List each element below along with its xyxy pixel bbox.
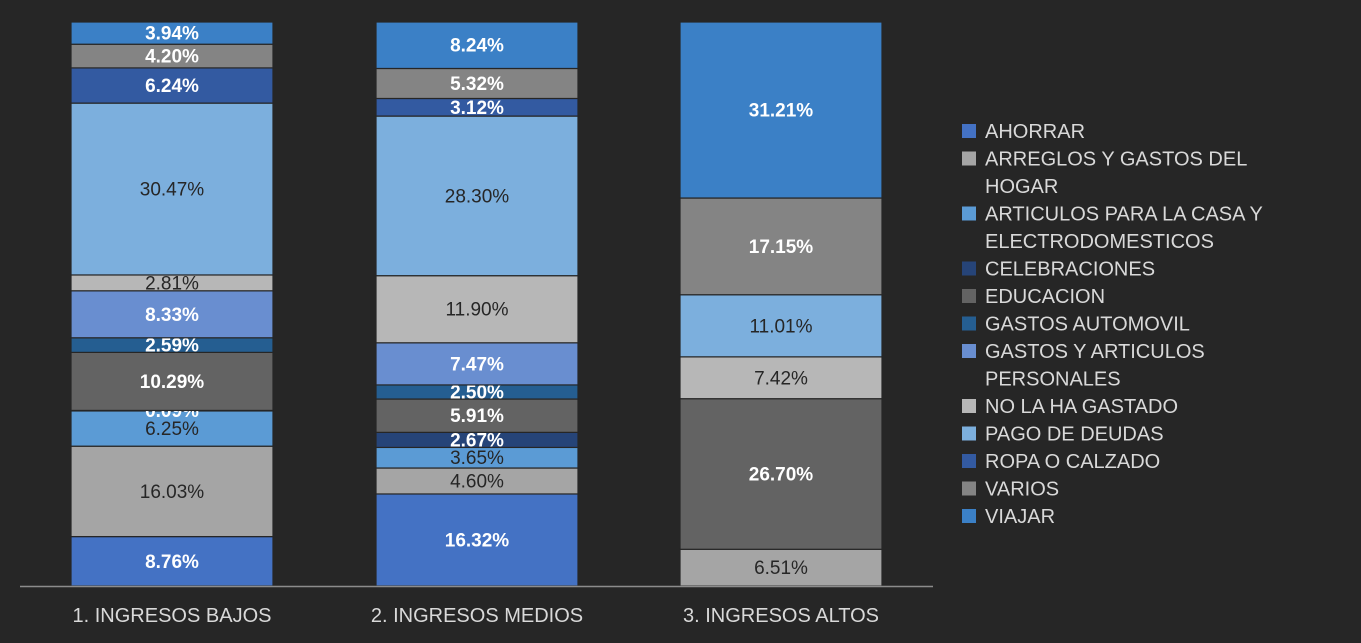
data-label: 3.12% (450, 98, 504, 119)
data-label: 5.91% (450, 406, 504, 427)
legend-item: ROPA O CALZADO (962, 451, 1160, 473)
legend-swatch (962, 124, 976, 138)
data-label: 2.67% (450, 430, 504, 451)
legend-item: CELEBRACIONES (962, 259, 1155, 281)
legend-swatch (962, 426, 976, 441)
bar-segment (375, 398, 579, 433)
bar-segment (679, 356, 883, 400)
bar-segment (679, 21, 883, 199)
bar-segment (679, 294, 883, 358)
legend-label: ARREGLOS Y GASTOS DEL HOGAR (985, 149, 1247, 199)
legend-swatch (962, 399, 976, 413)
data-label: 11.90% (445, 300, 508, 321)
data-label: 8.33% (145, 305, 199, 326)
data-label: 6.51% (754, 558, 808, 579)
legend-label: PAGO DE DEUDAS (985, 424, 1164, 446)
bar-stack-2: 16.32% 4.60%3.65%2.67% 5.91% 2.50% 7.47% 11.9… (375, 21, 579, 587)
legend-item: AHORRAR (962, 121, 1085, 143)
bar-segment (375, 275, 579, 344)
legend-label: EDUCACION (985, 286, 1105, 308)
data-label: 10.29% (140, 372, 205, 393)
legend-item: VIAJAR (962, 506, 1055, 528)
bar-segment (679, 197, 883, 296)
legend-swatch (962, 261, 976, 276)
legend-label: NO LA HA GASTADO (985, 396, 1178, 418)
bar-segment (70, 445, 274, 538)
bar-segment (70, 21, 274, 45)
data-label: 7.42% (754, 368, 808, 389)
legend-item: EDUCACION (962, 286, 1105, 308)
bar-segment (375, 115, 579, 277)
bar-segment (70, 535, 274, 587)
data-label: 3.65% (450, 448, 504, 469)
data-label: 26.70% (749, 464, 814, 485)
legend-swatch (962, 454, 976, 468)
data-label: 2.81% (145, 273, 199, 294)
data-label: 8.76% (145, 552, 199, 573)
data-label: 28.30% (445, 186, 510, 207)
bar-segment (375, 21, 579, 70)
data-label: 30.47% (140, 180, 205, 201)
legend-label: AHORRAR (985, 121, 1085, 143)
legend-label: VIAJAR (985, 506, 1055, 528)
bar-stack-3: 6.51% 26.70% 7.42% 11.01% 17.15% 31.21% (679, 21, 883, 587)
legend-item: NO LA HA GASTADO (962, 396, 1178, 418)
bar-segment (375, 342, 579, 386)
legend: AHORRAR ARREGLOS Y GASTOS DEL HOGARARTICUL… (962, 121, 1263, 528)
bar-segment (70, 67, 274, 104)
bar-segment (375, 493, 579, 587)
legend-item: ARTICULOS PARA LA CASA Y ELECTRODOMESTICO… (962, 204, 1263, 254)
legend-swatch (962, 509, 976, 523)
bar-segment (70, 290, 274, 339)
legend-label: ARTICULOS PARA LA CASA Y ELECTRODOMESTICO… (985, 204, 1263, 254)
legend-item: GASTOS AUTOMOVIL (962, 314, 1190, 336)
legend-item: VARIOS (962, 479, 1059, 501)
legend-label: GASTOS Y ARTICULOS PERSONALES (985, 341, 1205, 391)
data-label: 4.20% (145, 47, 199, 68)
legend-label: ROPA O CALZADO (985, 451, 1160, 473)
legend-label: GASTOS AUTOMOVIL (985, 314, 1190, 336)
data-label: 6.25% (145, 419, 199, 440)
data-label: 3.94% (145, 24, 199, 45)
bar-stack-1: 8.76%16.03%6.25%0.09%10.29%2.59%8.33%2.8… (70, 21, 274, 587)
data-label: 16.03% (140, 482, 205, 503)
legend-swatch (962, 206, 976, 221)
legend-swatch (962, 481, 976, 496)
data-label: 16.32% (445, 530, 510, 551)
data-label: 6.24% (145, 76, 199, 97)
data-label: 17.15% (749, 237, 814, 258)
data-label: 31.21% (749, 101, 814, 122)
category-label: 1. INGRESOS BAJOS (73, 605, 272, 627)
legend-item: ARREGLOS Y GASTOS DEL HOGAR (962, 149, 1247, 199)
data-label: 2.50% (450, 382, 504, 403)
bar-segment (679, 398, 883, 550)
legend-label: VARIOS (985, 479, 1059, 501)
bar-segment (679, 548, 883, 587)
data-label: 5.32% (450, 74, 504, 95)
data-label: 4.60% (450, 471, 504, 492)
legend-label: CELEBRACIONES (985, 259, 1155, 281)
data-label: 8.24% (450, 36, 504, 57)
legend-item: PAGO DE DEUDAS (962, 424, 1164, 446)
bar-segment (375, 467, 579, 495)
data-label: 11.01% (749, 316, 812, 337)
legend-swatch (962, 289, 976, 303)
bar-segment (70, 102, 274, 276)
legend-swatch (962, 151, 976, 166)
category-label: 3. INGRESOS ALTOS (683, 605, 879, 627)
legend-swatch (962, 344, 976, 358)
data-label: 7.47% (450, 354, 504, 375)
legend-item: GASTOS Y ARTICULOS PERSONALES (962, 341, 1205, 391)
category-label: 2. INGRESOS MEDIOS (371, 605, 583, 627)
legend-swatch (962, 316, 976, 331)
data-label: 2.59% (145, 336, 199, 357)
bar-segment (375, 67, 579, 100)
